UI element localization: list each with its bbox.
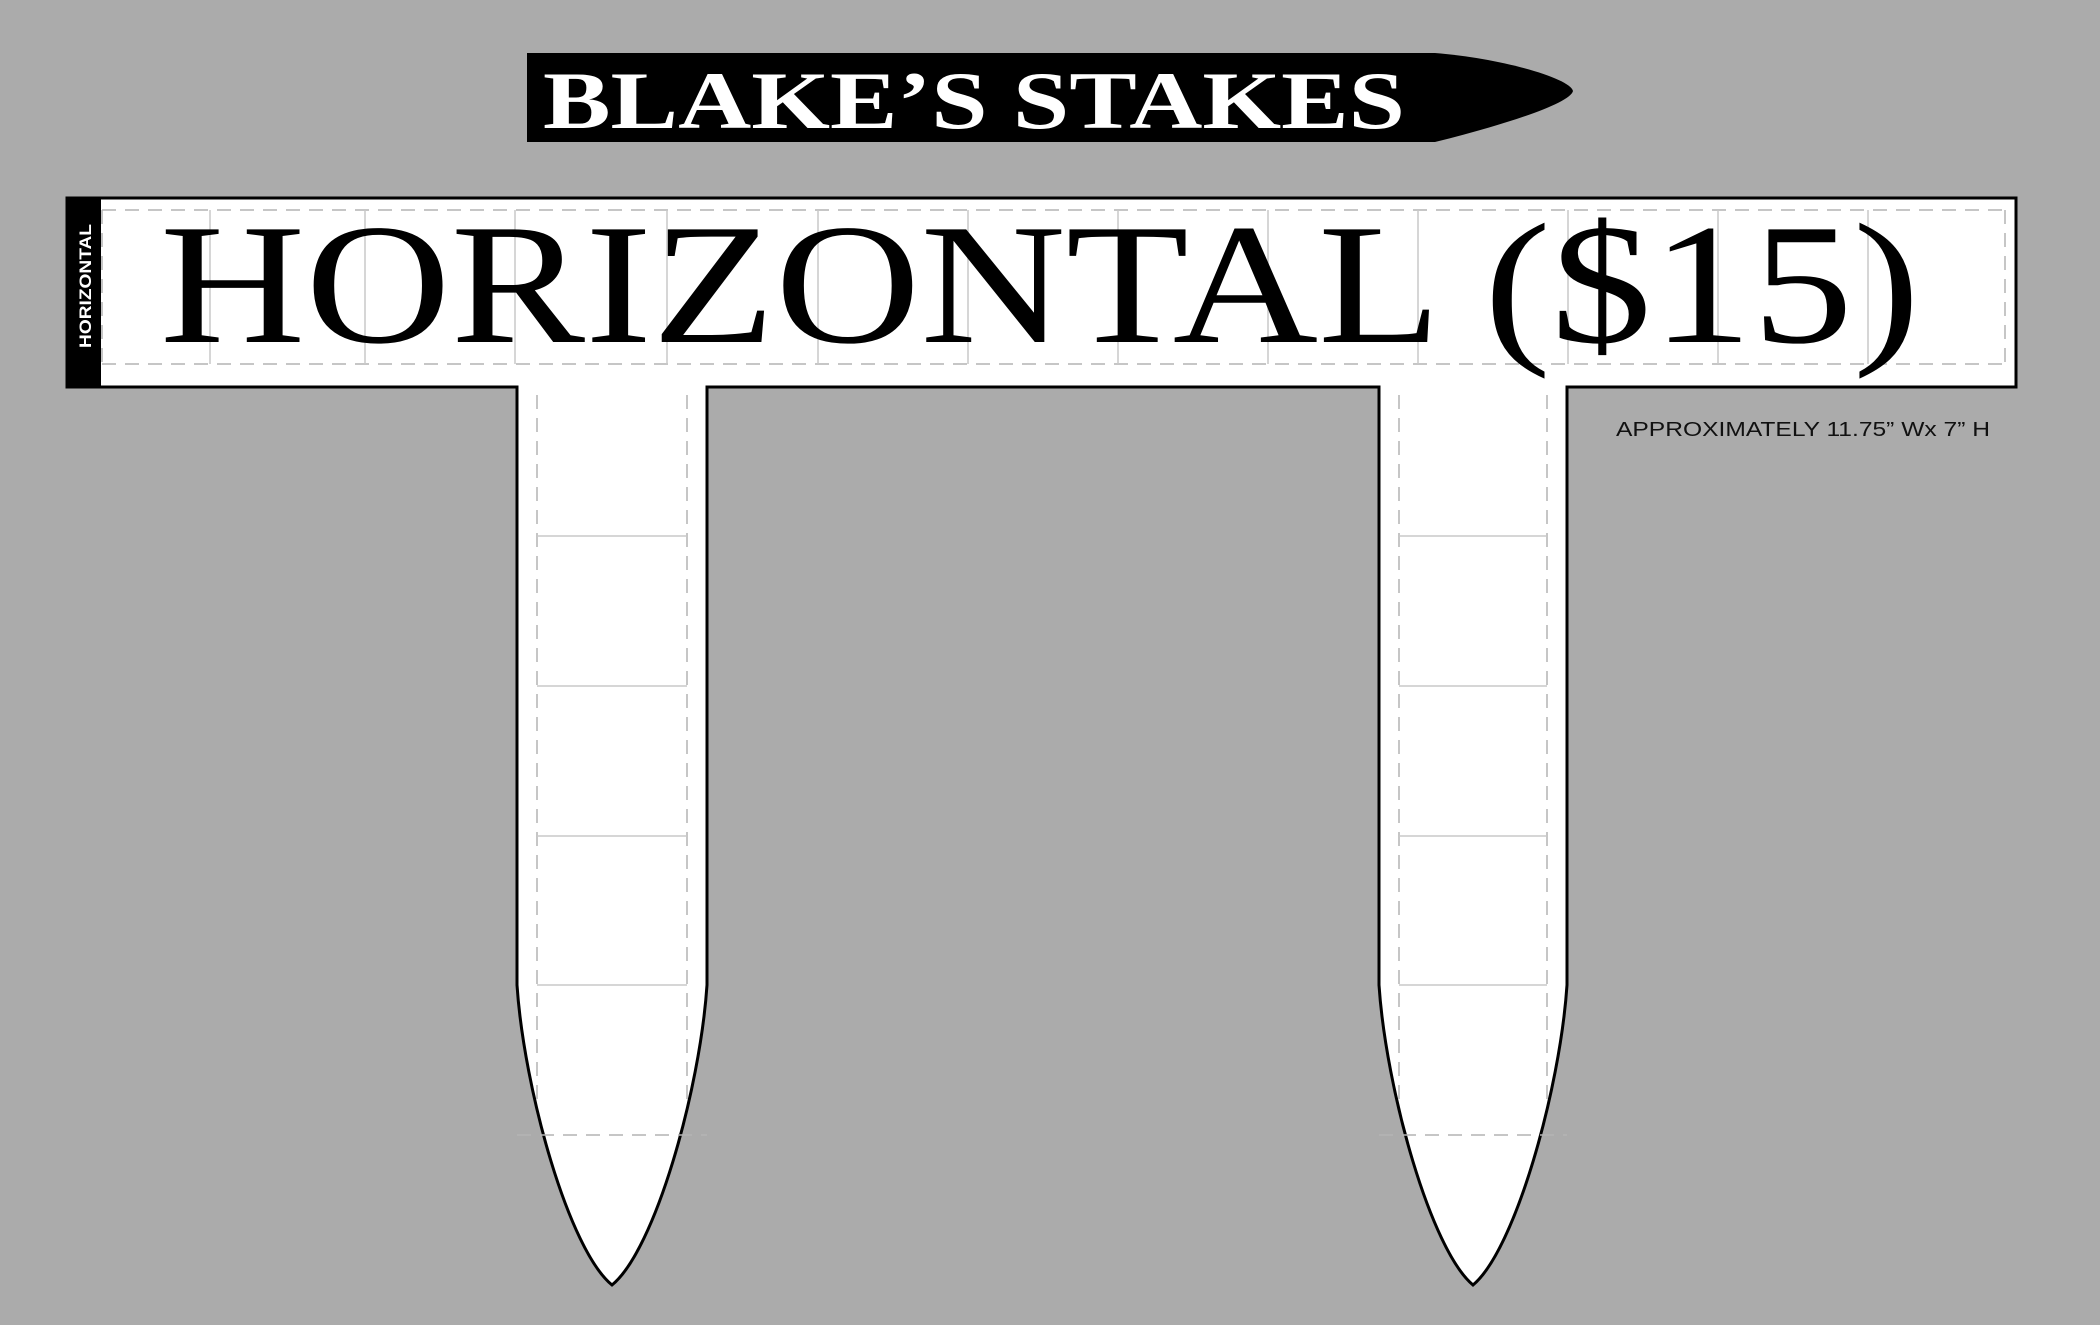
board-segment-marks <box>209 210 1869 364</box>
sign-outline <box>65 196 2018 1287</box>
left-stake-segment-marks <box>537 535 687 986</box>
sign-main-text: HORIZONTAL ($15) <box>160 190 1920 380</box>
right-stake-guides <box>1379 395 1567 1136</box>
right-stake-segment-marks <box>1399 535 1547 986</box>
brand-banner-shape <box>527 53 1573 142</box>
side-tab <box>67 198 101 387</box>
brand-title: BLAKE’S STAKES <box>543 55 1405 146</box>
side-tab-label: HORIZONTAL <box>76 224 95 348</box>
board-guide-lines <box>101 209 2006 365</box>
horizontal-stake-sign: HORIZONTAL HORIZONTAL ($15) <box>65 190 2018 1287</box>
left-stake-guides <box>517 395 707 1136</box>
dimensions-note: APPROXIMATELY 11.75” Wx 7” H <box>1616 419 1990 441</box>
brand-banner: BLAKE’S STAKES <box>527 53 1573 146</box>
